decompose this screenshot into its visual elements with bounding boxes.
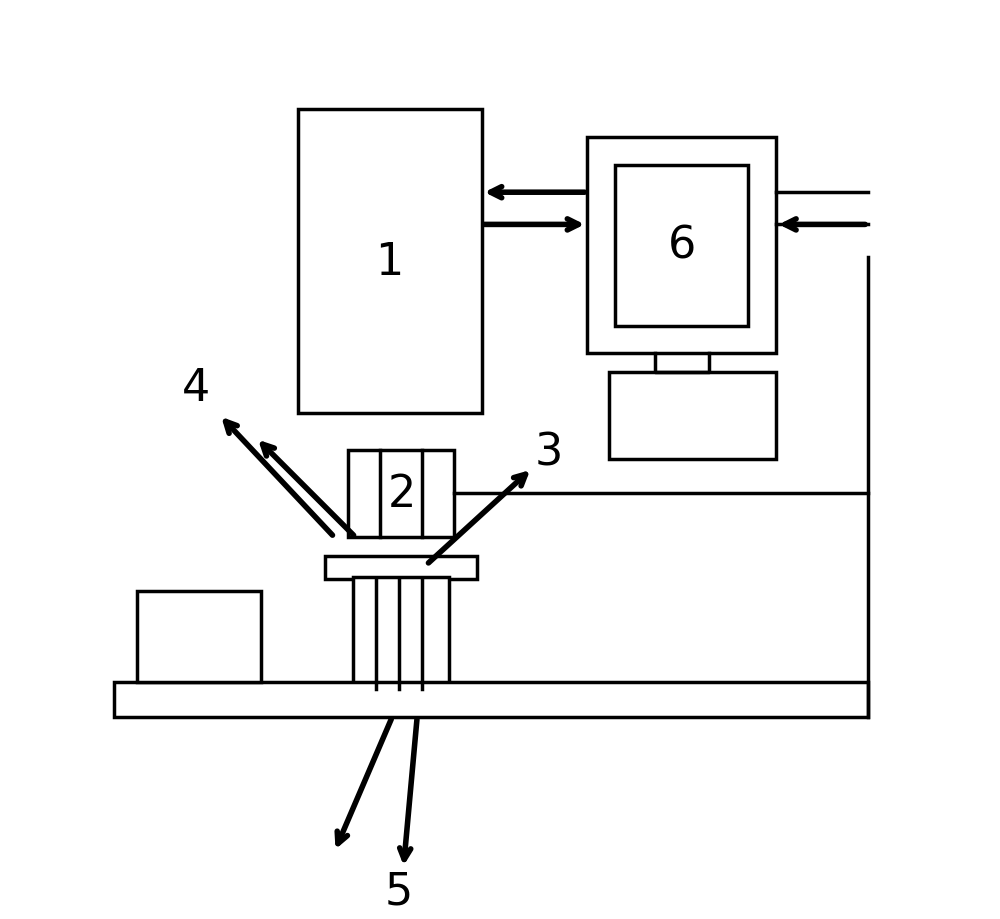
Bar bbox=[325, 556, 477, 579]
Text: 2: 2 bbox=[387, 472, 416, 515]
Text: 1: 1 bbox=[375, 241, 404, 283]
Bar bbox=[353, 577, 449, 689]
Text: 4: 4 bbox=[182, 367, 211, 409]
Bar bbox=[348, 450, 454, 538]
Bar bbox=[615, 165, 748, 326]
Bar bbox=[298, 110, 482, 414]
Bar bbox=[114, 682, 868, 717]
Bar bbox=[137, 592, 261, 682]
Text: 5: 5 bbox=[385, 870, 413, 913]
Text: 6: 6 bbox=[668, 224, 696, 267]
Bar bbox=[609, 372, 776, 460]
Bar bbox=[587, 138, 776, 354]
Text: 3: 3 bbox=[535, 431, 563, 473]
